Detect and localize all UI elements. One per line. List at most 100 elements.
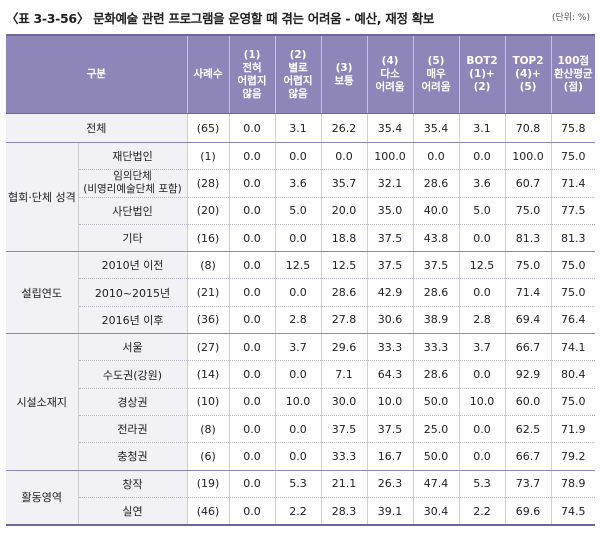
cell-value: 75.0 [504, 251, 552, 280]
cell-value: 60.0 [504, 388, 552, 416]
cell-value: 75.0 [550, 251, 596, 280]
cell-value: 25.0 [412, 415, 460, 444]
row-label: 2010년 이전 [77, 251, 188, 280]
cell-cases: (8) [186, 415, 230, 444]
cell-value: 43.8 [412, 224, 460, 253]
cell-cases: (8) [186, 251, 230, 280]
cell-value: 37.5 [366, 224, 414, 253]
cell-value: 0.0 [228, 251, 276, 280]
header-line: (점) [563, 81, 583, 93]
cell-value: 66.7 [504, 333, 552, 362]
cell-value: 28.6 [320, 278, 368, 307]
cell-value: 69.6 [504, 497, 552, 527]
cell-value: 66.7 [504, 442, 552, 471]
cell-value: 18.8 [320, 224, 368, 253]
row-label: 2010~2015년 [77, 278, 188, 307]
cell-cases: (20) [186, 197, 230, 225]
cell-value: 0.0 [412, 142, 460, 171]
table-row: 충청권 (6) 0.0 0.0 33.3 16.7 50.0 0.0 66.7 79.2 [6, 442, 596, 471]
cell-cases: (21) [186, 278, 230, 307]
header-line: 다소 [380, 68, 400, 80]
cell-value: 37.5 [366, 415, 414, 444]
cell-value: 42.9 [366, 278, 414, 307]
cell-cases: (1) [186, 142, 230, 171]
row-label: 전체 [6, 113, 188, 143]
table-row: 임의단체 (비영리예술단체 포함) (28) 0.0 3.6 35.7 32.1 28.6 3.… [6, 169, 596, 198]
cell-value: 0.0 [228, 278, 276, 307]
cell-value: 0.0 [458, 224, 506, 253]
cell-value: 0.0 [228, 415, 276, 444]
cell-value: 80.4 [550, 360, 596, 389]
cell-value: 0.0 [228, 442, 276, 471]
cell-value: 75.0 [550, 142, 596, 171]
cell-value: 7.1 [320, 360, 368, 389]
cell-value: 0.0 [228, 306, 276, 335]
header-line: (4) [381, 55, 399, 67]
cell-cases: (65) [186, 113, 230, 143]
cell-cases: (27) [186, 333, 230, 362]
cell-value: 2.8 [274, 306, 322, 335]
table-row: 실연 (46) 0.0 2.2 28.3 39.1 30.4 2.2 69.6 74.5 [6, 497, 596, 527]
cell-value: 5.3 [274, 470, 322, 498]
cell-value: 74.5 [550, 497, 596, 527]
cell-value: 28.6 [412, 360, 460, 389]
cell-value: 28.6 [412, 278, 460, 307]
cell-value: 75.0 [550, 388, 596, 416]
cell-value: 71.4 [504, 278, 552, 307]
header-col2: (2) 별로 어렵지 않음 [274, 34, 322, 114]
table-row: 경상권 (10) 0.0 10.0 30.0 10.0 50.0 10.0 60.0 75.0 [6, 388, 596, 416]
row-label: 수도권(강원) [77, 360, 188, 389]
table-row: 시설소재지 서울 (27) 0.0 3.7 29.6 33.3 33.3 3.7 66.7 74.1 [6, 333, 596, 471]
row-label-line: 임의단체 [113, 170, 152, 183]
cell-value: 60.7 [504, 169, 552, 198]
table-row: 사단법인 (20) 0.0 5.0 20.0 35.0 40.0 5.0 75.0 77.5 [6, 197, 596, 225]
header-line: 환산평균 [553, 68, 593, 80]
cell-cases: (6) [186, 442, 230, 471]
cell-value: 21.1 [320, 470, 368, 498]
cell-value: 26.3 [366, 470, 414, 498]
cell-value: 0.0 [228, 169, 276, 198]
cell-value: 37.5 [320, 415, 368, 444]
cell-value: 0.0 [320, 142, 368, 171]
cell-value: 28.3 [320, 497, 368, 527]
cell-value: 10.0 [458, 388, 506, 416]
table-row: 설립연도 2010년 이전 (8) 0.0 12.5 12.5 37.5 37.5 12.5 75… [6, 251, 596, 335]
header-line: 매우 [426, 68, 446, 80]
table-row: 기타 (16) 0.0 0.0 18.8 37.5 43.8 0.0 81.3 81.3 [6, 224, 596, 253]
cell-value: 50.0 [412, 442, 460, 471]
cell-value: 26.2 [320, 113, 368, 143]
cell-value: 12.5 [274, 251, 322, 280]
cell-value: 47.4 [412, 470, 460, 498]
cell-value: 0.0 [228, 224, 276, 253]
cell-value: 2.2 [274, 497, 322, 527]
row-label-line: (비영리예술단체 포함) [83, 183, 182, 196]
row-label: 충청권 [77, 442, 188, 471]
table-title: 〈표 3-3-56〉 문화예술 관련 프로그램을 운영할 때 겪는 어려움 - … [6, 11, 435, 26]
row-label: 창작 [77, 470, 188, 498]
cell-value: 75.0 [504, 197, 552, 225]
header-line: 어렵지 [283, 74, 313, 87]
header-cases: 사례수 [186, 34, 230, 114]
cell-value: 20.0 [320, 197, 368, 225]
cell-value: 78.9 [550, 470, 596, 498]
groups-body: 협회·단체 성격 재단법인 (1) 0.0 0.0 0.0 100.0 0.0 0.0 100.0… [6, 142, 596, 527]
cell-value: 71.4 [550, 169, 596, 198]
cell-value: 35.7 [320, 169, 368, 198]
cell-value: 2.2 [458, 497, 506, 527]
header-line: 않음 [288, 87, 308, 100]
table-row-total: 전체 (65) 0.0 3.1 26.2 35.4 35.4 3.1 70.8 … [6, 113, 596, 143]
header-line: 어렵지 [237, 74, 267, 87]
header-col5: (5) 매우 어려움 [412, 34, 460, 114]
cell-value: 0.0 [458, 278, 506, 307]
cell-value: 73.7 [504, 470, 552, 498]
row-label: 경상권 [77, 388, 188, 416]
header-col1: (1) 전혀 어렵지 않음 [228, 34, 276, 114]
cell-value: 71.9 [550, 415, 596, 444]
cell-value: 30.0 [320, 388, 368, 416]
header-line: 전혀 [242, 61, 262, 74]
cell-value: 35.4 [366, 113, 414, 143]
cell-value: 81.3 [550, 224, 596, 253]
cell-value: 3.6 [458, 169, 506, 198]
row-label: 임의단체 (비영리예술단체 포함) [77, 169, 188, 198]
cell-value: 0.0 [228, 360, 276, 389]
